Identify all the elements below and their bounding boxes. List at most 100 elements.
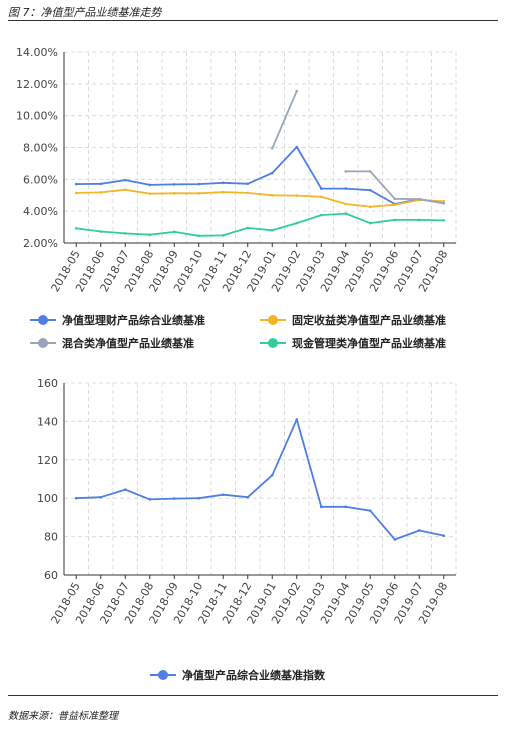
legend-label: 净值型产品综合业绩基准指数	[182, 668, 326, 682]
legend-marker-dot	[268, 315, 278, 325]
data-point	[442, 219, 446, 222]
data-point	[74, 182, 78, 186]
y-tick-label: 120	[37, 454, 58, 467]
legend-marker-dot	[38, 338, 48, 348]
data-point	[172, 497, 176, 500]
data-point	[442, 534, 446, 537]
data-point	[221, 493, 225, 497]
data-point	[344, 170, 348, 173]
data-point	[246, 495, 250, 499]
data-point	[99, 191, 103, 194]
data-point	[99, 495, 103, 499]
data-point	[442, 199, 446, 203]
data-point	[368, 188, 372, 192]
data-point	[172, 192, 176, 195]
data-point	[221, 234, 225, 237]
y-tick-label: 2.00%	[23, 237, 58, 250]
figure-title: 图 7：净值型产品业绩基准走势	[8, 6, 162, 19]
series-line	[76, 188, 444, 208]
y-tick-label: 12.00%	[16, 78, 58, 91]
data-point	[344, 505, 348, 509]
legend-marker-dot	[158, 670, 168, 680]
legend-label: 混合类净值型产品业绩基准	[62, 336, 194, 350]
data-point	[148, 192, 152, 195]
data-point	[344, 187, 348, 190]
series-line	[76, 418, 444, 541]
data-point	[123, 188, 127, 191]
data-point	[148, 183, 152, 187]
y-tick-label: 8.00%	[23, 142, 58, 155]
bottom-rule	[8, 695, 498, 696]
data-point	[417, 218, 421, 222]
data-point	[393, 203, 397, 207]
data-point	[148, 498, 152, 501]
data-point	[368, 221, 372, 225]
data-point	[270, 473, 274, 477]
y-tick-label: 80	[44, 531, 58, 544]
data-point	[295, 194, 299, 197]
y-tick-label: 160	[37, 377, 58, 390]
data-point	[246, 226, 250, 230]
y-tick-label: 14.00%	[16, 46, 58, 59]
data-point	[246, 191, 250, 195]
data-point	[393, 218, 397, 222]
data-point	[344, 202, 348, 206]
data-point	[246, 182, 250, 186]
data-point	[197, 182, 201, 186]
benchmark-index-chart: 60801001201401602018-052018-062018-07201…	[37, 377, 457, 682]
data-point	[123, 488, 127, 491]
data-point	[270, 146, 274, 150]
data-point	[417, 529, 421, 532]
y-tick-label: 60	[44, 569, 58, 582]
data-point	[221, 181, 225, 185]
data-point	[123, 232, 127, 235]
data-point	[148, 233, 152, 237]
data-point	[368, 205, 372, 209]
data-point	[197, 234, 201, 238]
data-point	[368, 170, 372, 173]
y-tick-label: 6.00%	[23, 173, 58, 186]
data-point	[295, 145, 299, 149]
data-point	[74, 496, 78, 500]
data-point	[319, 195, 323, 199]
data-point	[295, 418, 299, 421]
data-source-note: 数据来源：普益标准整理	[8, 711, 118, 722]
data-point	[221, 190, 225, 194]
legend-marker-dot	[268, 338, 278, 348]
data-point	[368, 509, 372, 512]
data-point	[417, 197, 421, 201]
data-point	[270, 193, 274, 197]
data-point	[197, 192, 201, 195]
data-point	[74, 191, 78, 195]
data-point	[172, 230, 176, 234]
data-point	[393, 538, 397, 541]
data-point	[295, 89, 299, 93]
benchmark-rate-chart: 2.00%4.00%6.00%8.00%10.00%12.00%14.00%20…	[16, 46, 457, 350]
top-rule	[8, 20, 498, 21]
data-point	[197, 496, 201, 500]
legend-label: 净值型理财产品综合业绩基准	[62, 313, 205, 327]
y-tick-label: 10.00%	[16, 110, 58, 123]
data-point	[295, 221, 299, 225]
data-point	[344, 212, 348, 215]
data-point	[123, 178, 127, 182]
y-tick-label: 4.00%	[23, 205, 58, 218]
y-tick-label: 100	[37, 492, 58, 505]
data-point	[270, 228, 274, 232]
data-point	[99, 182, 103, 186]
series-line	[76, 146, 444, 205]
y-tick-label: 140	[37, 415, 58, 428]
legend-label: 现金管理类净值型产品业绩基准	[292, 336, 446, 350]
data-point	[172, 183, 176, 186]
legend-label: 固定收益类净值型产品业绩基准	[292, 313, 446, 327]
data-point	[319, 213, 323, 217]
data-point	[319, 187, 323, 190]
data-point	[74, 227, 78, 230]
data-point	[99, 230, 103, 233]
legend-marker-dot	[38, 315, 48, 325]
data-point	[393, 197, 397, 201]
series-line	[76, 212, 444, 237]
data-point	[442, 201, 446, 205]
data-point	[270, 171, 274, 175]
data-point	[319, 505, 323, 509]
